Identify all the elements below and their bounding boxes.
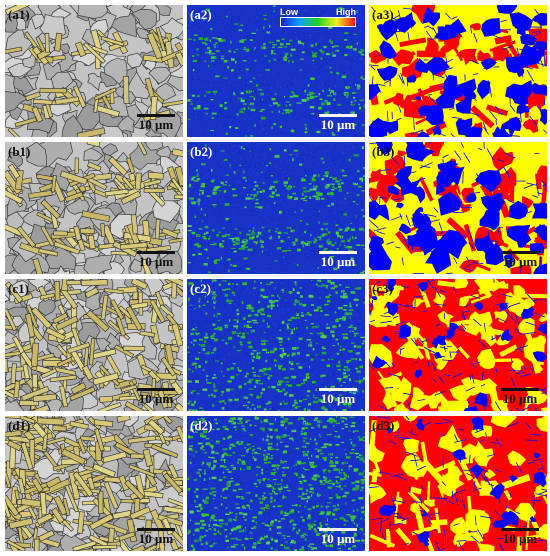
panel-b3-phase-map: (b3) 10 μm <box>368 141 548 275</box>
scale-bar: 10 μm <box>137 251 175 268</box>
phase-map <box>369 5 547 137</box>
band-contrast-map <box>5 142 183 274</box>
panel-label: (a2) <box>190 7 212 22</box>
panel-label: (a1) <box>8 7 30 22</box>
panel-label: (c3) <box>372 281 393 296</box>
scale-bar-label: 10 μm <box>320 391 356 406</box>
band-contrast-map <box>5 279 183 411</box>
scale-bar-label: 10 μm <box>138 391 174 406</box>
scale-bar-label: 10 μm <box>320 254 356 269</box>
scale-bar: 10 μm <box>319 251 357 268</box>
panel-c1-band-contrast: (c1) 10 μm <box>4 278 184 412</box>
scale-bar-label: 10 μm <box>138 531 174 546</box>
scale-bar: 10 μm <box>501 388 539 405</box>
panel-a3-phase-map: (a3) <box>368 4 548 138</box>
scale-bar-label: 10 μm <box>502 531 538 546</box>
kam-map <box>187 142 365 274</box>
phase-map <box>369 279 547 411</box>
panel-d2-kam-map: (d2) 10 μm <box>186 415 366 552</box>
scale-bar: 10 μm <box>319 114 357 131</box>
scale-bar: 10 μm <box>137 114 175 131</box>
panel-d3-phase-map: (d3) 10 μm <box>368 415 548 552</box>
panel-label: (b3) <box>372 144 395 159</box>
scale-bar-label: 10 μm <box>502 391 538 406</box>
kam-map <box>187 416 365 551</box>
scale-bar-label: 10 μm <box>138 254 174 269</box>
panel-label: (c2) <box>190 281 211 296</box>
legend-high-label: High <box>336 7 356 17</box>
legend-low-label: Low <box>280 7 298 17</box>
scale-bar: 10 μm <box>319 388 357 405</box>
panel-label: (d1) <box>8 418 31 433</box>
scale-bar: 10 μm <box>137 388 175 405</box>
panel-label: (b2) <box>190 144 213 159</box>
scale-bar: 10 μm <box>137 528 175 545</box>
legend-gradient <box>280 17 356 27</box>
panel-label: (c1) <box>8 281 29 296</box>
panel-c2-kam-map: (c2) 10 μm <box>186 278 366 412</box>
kam-map <box>187 5 365 137</box>
scale-bar: 10 μm <box>501 528 539 545</box>
panel-b1-band-contrast: (b1) 10 μm <box>4 141 184 275</box>
scale-bar-label: 10 μm <box>138 117 174 132</box>
panel-a2-kam-map: (a2) Low High 10 μm <box>186 4 366 138</box>
kam-map <box>187 279 365 411</box>
scale-bar-label: 10 μm <box>320 531 356 546</box>
scale-bar: 10 μm <box>501 251 539 268</box>
panel-label: (b1) <box>8 144 31 159</box>
panel-label: (d2) <box>190 418 213 433</box>
scale-bar-label: 10 μm <box>320 117 356 132</box>
panel-c3-phase-map: (c3) 10 μm <box>368 278 548 412</box>
scale-bar: 10 μm <box>319 528 357 545</box>
band-contrast-map <box>5 5 183 137</box>
scale-bar-label: 10 μm <box>502 254 538 269</box>
panel-label: (d3) <box>372 418 395 433</box>
panel-d1-band-contrast: (d1) 10 μm <box>4 415 184 552</box>
kam-color-legend: Low High <box>280 7 356 27</box>
panel-b2-kam-map: (b2) 10 μm <box>186 141 366 275</box>
panel-a1-band-contrast: (a1) 10 μm <box>4 4 184 138</box>
panel-label: (a3) <box>372 7 394 22</box>
